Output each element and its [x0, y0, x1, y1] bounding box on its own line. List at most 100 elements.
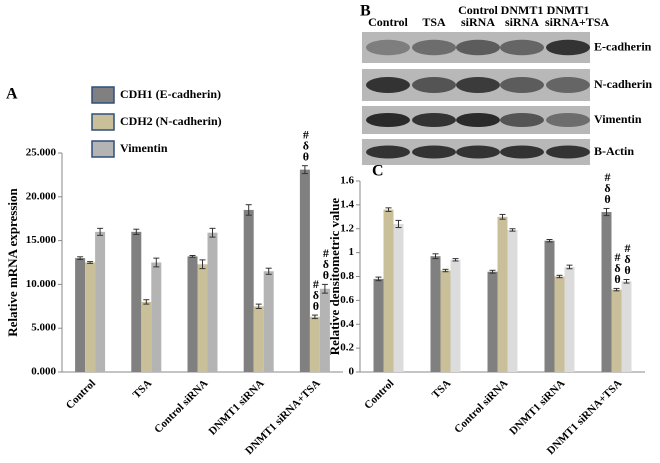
x-tick-label: Control siRNA: [452, 377, 510, 435]
blot-band: [366, 39, 410, 56]
blot-band: [366, 77, 410, 93]
annotation: δ: [313, 288, 319, 302]
error-bar: [199, 259, 206, 270]
x-tick-label: TSA: [430, 377, 454, 401]
annotation: θ: [323, 268, 329, 282]
error-bar: [385, 207, 392, 212]
error-bar: [265, 267, 272, 275]
error-bar: [189, 254, 196, 258]
error-bar: [153, 257, 160, 268]
bar: [319, 288, 330, 372]
error-bar: [566, 264, 573, 270]
bar: [299, 169, 310, 372]
x-tick-label: Control: [64, 377, 98, 411]
annotation: δ: [323, 257, 329, 271]
error-bar: [546, 238, 553, 243]
legend-label: Vimentin: [120, 141, 168, 155]
y-tick-label: 0.2: [340, 342, 354, 354]
bar: [430, 256, 441, 372]
legend-swatch: [91, 86, 115, 104]
lane-label: Control siRNA: [458, 3, 498, 29]
error-bar: [556, 274, 563, 279]
y-tick-label: 0.6: [340, 294, 354, 306]
y-tick-label: 20.000: [26, 190, 57, 202]
error-bar: [452, 258, 459, 262]
blot-band: [546, 145, 590, 159]
band-label: Vimentin: [594, 112, 642, 126]
lane-label: TSA: [422, 15, 446, 29]
annotation: δ: [303, 138, 309, 152]
annotation: θ: [604, 192, 610, 206]
y-axis-label: Relative densitometric value: [327, 198, 342, 356]
annotation: δ: [604, 181, 610, 195]
error-bar: [499, 213, 506, 220]
band-label: E-cadherin: [594, 39, 652, 53]
bar: [187, 256, 198, 372]
error-bar: [311, 314, 318, 320]
bar: [487, 271, 498, 372]
bar: [497, 216, 508, 372]
blot-band: [500, 145, 544, 159]
blot-band: [456, 39, 500, 56]
blot-band: [546, 39, 590, 56]
error-bar: [395, 219, 402, 229]
blot-band: [366, 145, 410, 159]
y-tick-label: 15.000: [26, 234, 57, 246]
blot-band: [456, 77, 500, 93]
annotation: #: [303, 127, 309, 141]
lane-label: Control: [368, 15, 408, 29]
annotation: δ: [624, 252, 630, 266]
error-bar: [87, 261, 94, 264]
legend-swatch: [91, 140, 115, 158]
blot-band: [456, 145, 500, 159]
legend-label: CDH2 (N-cadherin): [120, 114, 222, 128]
y-tick-label: 1.4: [340, 198, 354, 210]
panel-label: B: [360, 3, 371, 20]
blot-band: [412, 113, 456, 127]
y-tick-label: 1.6: [340, 175, 354, 187]
bar: [253, 306, 264, 372]
y-tick-label: 0.8: [340, 270, 354, 282]
x-tick-label: TSA: [131, 377, 155, 401]
bar: [197, 264, 208, 372]
y-tick-label: 1: [349, 246, 355, 258]
error-bar: [432, 253, 439, 260]
annotation: #: [605, 170, 611, 184]
error-bar: [321, 283, 328, 294]
y-tick-label: 5.000: [31, 322, 56, 334]
bar: [263, 271, 274, 372]
annotation: θ: [614, 272, 620, 286]
bar: [85, 262, 96, 372]
band-label: B-Actin: [594, 144, 634, 158]
bar: [564, 266, 575, 372]
y-axis-label: Relative mRNA expression: [5, 187, 20, 336]
bar: [309, 316, 320, 372]
annotation: θ: [303, 149, 309, 163]
legend-swatch: [91, 113, 115, 131]
band-label: N-cadherin: [594, 77, 652, 91]
blot-band: [500, 113, 544, 127]
blot-band: [546, 113, 590, 127]
bar: [373, 278, 384, 372]
bar: [95, 231, 106, 372]
error-bar: [603, 207, 610, 217]
annotation: #: [323, 246, 329, 260]
annotation: θ: [313, 299, 319, 313]
y-tick-label: 25.000: [26, 147, 57, 159]
bar: [141, 301, 152, 372]
bar: [544, 240, 555, 372]
error-bar: [133, 228, 140, 235]
blot-band: [546, 77, 590, 93]
error-bar: [245, 204, 252, 216]
blot-band: [412, 145, 456, 159]
annotation: #: [313, 277, 319, 291]
blot-band: [456, 113, 500, 127]
y-tick-label: 1.2: [340, 222, 354, 234]
x-tick-label: DNMT1 siRNA: [206, 377, 266, 437]
x-tick-label: DNMT1 siRNA: [507, 377, 567, 437]
legend-label: CDH1 (E-cadherin): [120, 87, 221, 101]
error-bar: [143, 299, 150, 305]
error-bar: [623, 278, 630, 284]
error-bar: [509, 228, 516, 232]
